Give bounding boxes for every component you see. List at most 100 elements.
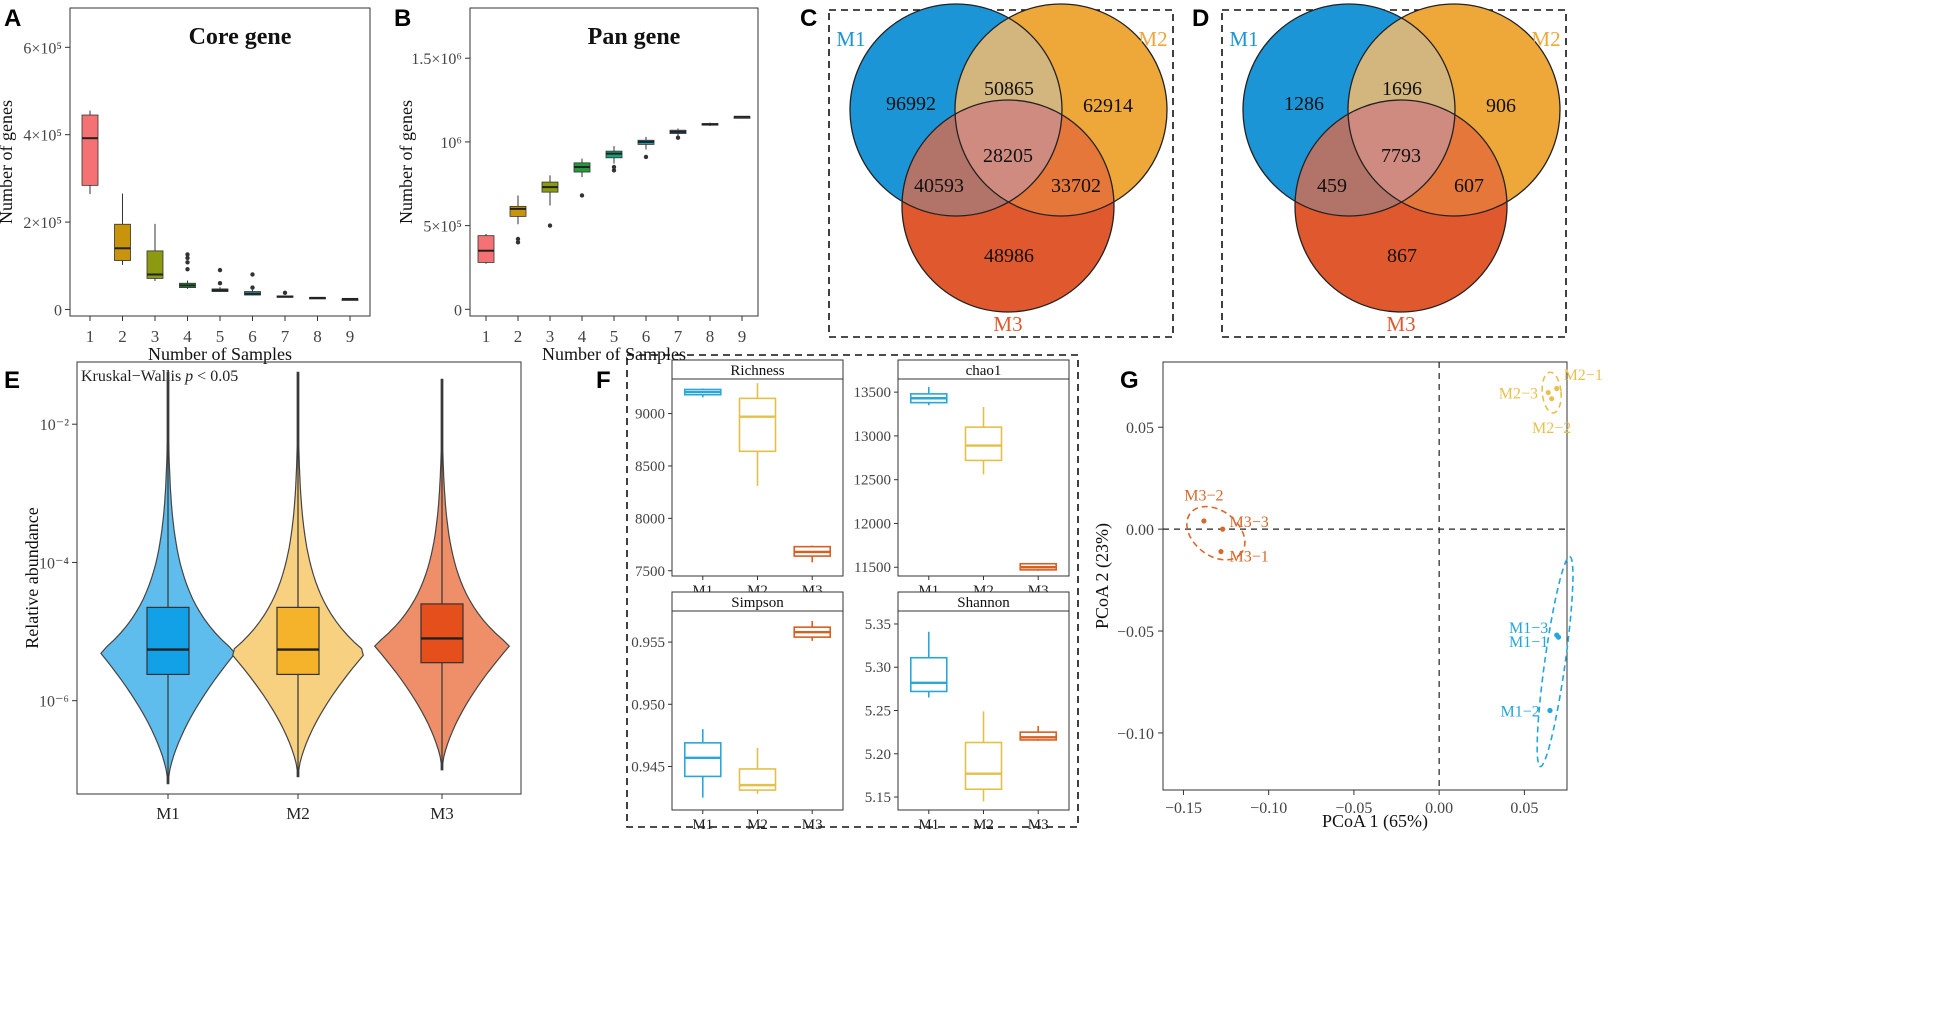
chart-title: Pan gene: [588, 24, 681, 50]
panel-label-f: F: [596, 367, 611, 394]
venn-value-m3-only: 867: [1387, 245, 1417, 267]
y-tick-label: 12500: [854, 473, 892, 489]
outlier-point: [185, 267, 190, 272]
kruskal-wallis-annotation: Kruskal−Wallis p < 0.05: [81, 368, 238, 385]
x-axis-label: Number of Samples: [542, 344, 686, 364]
box-1: [477, 235, 495, 263]
x-tick-label: M1: [692, 817, 713, 833]
box-3: [146, 250, 164, 279]
outlier-point: [547, 223, 553, 228]
box-m3: [1019, 731, 1058, 741]
y-tick-label: 2×10⁵: [23, 215, 62, 232]
point-m2-3: [1545, 389, 1551, 396]
point-label: M1−3: [1509, 620, 1548, 637]
violin-box-m1: [146, 606, 190, 676]
facet-title: Simpson: [731, 595, 784, 611]
box-m1: [909, 656, 948, 693]
venn-value-all: 7793: [1381, 145, 1421, 167]
point-label: M2−3: [1499, 386, 1538, 403]
y-axis-label: Number of genes: [0, 100, 16, 224]
plot-frame: [76, 361, 522, 795]
point-m1-1: [1555, 634, 1562, 640]
x-tick-label: 5: [610, 327, 619, 346]
x-tick-label: M1: [156, 804, 180, 823]
outlier-point: [217, 281, 223, 286]
dashed-frame: [626, 354, 1079, 828]
facet-title: chao1: [966, 363, 1002, 379]
panel-d-venn: 1286 906 867 1696 459 607 7793 M1 M2 M3: [1221, 3, 1567, 338]
venn-label-m2: M2: [1531, 27, 1560, 51]
point-label: M2−2: [1532, 420, 1571, 437]
box-m1: [683, 742, 722, 778]
chart-title: Core gene: [189, 24, 292, 50]
outlier-point: [515, 240, 521, 245]
y-tick-label: 0: [54, 302, 62, 319]
y-tick-label: 10⁶: [440, 135, 462, 152]
y-tick-label: 5.20: [865, 747, 891, 763]
x-tick-label: M3: [802, 817, 823, 833]
ellipse-m1: [1536, 555, 1574, 768]
outlier-point: [217, 267, 223, 273]
venn-value-m1-only: 96992: [886, 93, 936, 115]
venn-label-m3: M3: [1386, 312, 1415, 336]
outlier-point: [185, 255, 190, 261]
outlier-point: [643, 154, 649, 160]
y-tick-label: 8000: [635, 511, 665, 527]
outlier-point: [282, 290, 288, 296]
outlier-point: [250, 285, 255, 290]
panel-f-alpha-diversity: Richness 7500 8000 8500 9000 M1 M2 M3 chao1 11500…: [626, 354, 1079, 833]
x-tick-label: 6: [248, 327, 257, 346]
y-tick-label: 5×10⁵: [423, 219, 462, 236]
x-tick-label: M2: [286, 804, 310, 823]
panel-g-pcoa: −0.15 −0.10 −0.05 0.00 0.05 0.05 0.00 −0.05 −0.1…: [1092, 361, 1603, 832]
point-label: M2−1: [1564, 367, 1603, 384]
box-2: [509, 205, 527, 217]
panel-b-pan-gene: Pan gene 0 5×10⁵ 10⁶ 1.5×10⁶ 1 2 3 4 5 6 7 8 9 Number …: [396, 7, 759, 364]
y-tick-label: 0.955: [631, 635, 665, 651]
facet-simpson: Simpson 0.945 0.950 0.955 M1 M2 M3: [631, 591, 844, 833]
point-label: M3−1: [1229, 549, 1268, 566]
point-label: M1−1: [1509, 634, 1548, 651]
x-tick-label: 3: [151, 327, 160, 346]
y-tick-label: 6×10⁵: [23, 40, 62, 57]
point-m2-2: [1549, 396, 1555, 402]
box-m2: [738, 768, 777, 791]
outlier-point: [185, 260, 190, 265]
panel-label-d: D: [1192, 5, 1209, 32]
point-m1-2: [1547, 707, 1553, 714]
y-tick-label: 0.05: [1126, 420, 1154, 437]
panel-c-venn: 96992 62914 48986 50865 40593 33702 28205 M1 M2 M…: [828, 3, 1174, 338]
plot-frame: [1162, 361, 1568, 791]
panel-e-violin: 10⁻⁶ 10⁻⁴ 10⁻² Kruskal−Wallis p < 0.05 Relat…: [22, 361, 522, 823]
venn-outline: [849, 3, 1063, 217]
venn-value-m2-only: 906: [1486, 95, 1516, 117]
dashed-frame: [1221, 9, 1567, 338]
x-tick-label: −0.15: [1165, 800, 1202, 817]
violin-box-m2: [276, 606, 320, 676]
outlier-point: [611, 168, 617, 173]
outlier-point: [515, 236, 521, 242]
outlier-point: [250, 272, 255, 277]
y-tick-label: 1.5×10⁶: [411, 51, 462, 68]
x-tick-label: 9: [346, 327, 355, 346]
panel-label-c: C: [800, 5, 817, 32]
venn-label-m1: M1: [836, 27, 865, 51]
x-tick-label: 3: [546, 327, 555, 346]
x-tick-label: −0.05: [1335, 800, 1372, 817]
x-tick-label: 6: [642, 327, 651, 346]
x-tick-label: 8: [706, 327, 715, 346]
x-tick-label: M1: [918, 817, 939, 833]
x-tick-label: 8: [313, 327, 322, 346]
venn-outline: [954, 3, 1168, 217]
y-tick-label: 0.945: [631, 759, 665, 775]
venn-outline: [1347, 3, 1561, 217]
venn-value-m1-m3: 459: [1317, 175, 1347, 197]
y-tick-label: 12000: [854, 516, 892, 532]
y-axis-label: Number of genes: [396, 100, 416, 224]
outlier-point: [611, 164, 617, 170]
box-m2: [964, 741, 1003, 791]
y-tick-label: 10⁻⁴: [39, 555, 69, 572]
box-2: [114, 223, 131, 261]
